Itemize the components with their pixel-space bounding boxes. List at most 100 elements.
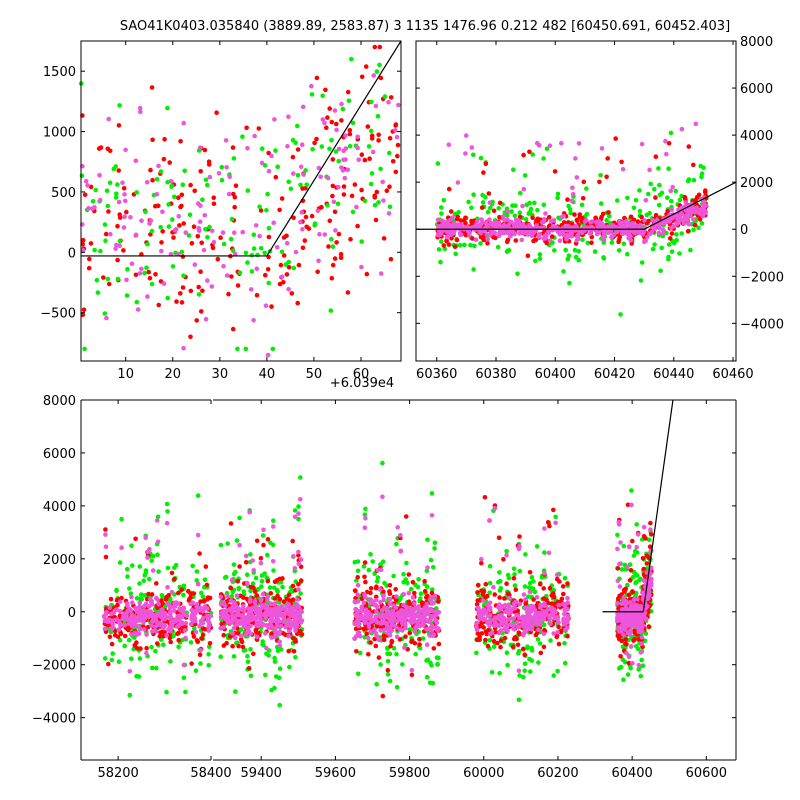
full-point-magenta bbox=[109, 611, 114, 616]
full-point-green bbox=[272, 685, 277, 691]
zoom-point-red bbox=[374, 189, 380, 195]
zoom-point-green bbox=[328, 308, 334, 313]
zoom-point-green bbox=[219, 164, 225, 170]
recent-point-red bbox=[491, 208, 497, 214]
zoom-point-green bbox=[240, 134, 245, 139]
full-point-magenta bbox=[221, 625, 226, 630]
zoom-point-magenta bbox=[254, 266, 260, 272]
full-point-magenta bbox=[428, 627, 433, 633]
full-point-green bbox=[435, 662, 440, 667]
full-point-red bbox=[106, 661, 111, 667]
zoom-point-green bbox=[266, 280, 272, 286]
full-point-magenta bbox=[634, 544, 639, 550]
full-point-green bbox=[124, 566, 130, 572]
full-point-red bbox=[403, 514, 409, 519]
full-point-magenta bbox=[394, 625, 399, 630]
full-point-red bbox=[265, 537, 271, 542]
full-point-magenta bbox=[137, 626, 143, 631]
recent-point-green bbox=[625, 195, 630, 201]
zoom-point-green bbox=[102, 222, 108, 227]
full-point-magenta bbox=[562, 622, 567, 627]
full-point-red bbox=[253, 627, 258, 633]
recent-model-line bbox=[416, 181, 737, 230]
full-point-magenta bbox=[379, 608, 385, 613]
full-point-green bbox=[497, 578, 503, 584]
full-point-red bbox=[134, 640, 139, 645]
full-point-green bbox=[190, 563, 195, 569]
full-point-magenta bbox=[504, 552, 509, 558]
full-point-green bbox=[551, 673, 556, 678]
zoom-point-red bbox=[167, 160, 172, 165]
full-point-magenta bbox=[156, 602, 161, 607]
zoom-point-red bbox=[229, 274, 234, 279]
zoom-point-red bbox=[349, 193, 355, 199]
full-point-red bbox=[496, 535, 502, 541]
zoom-point-green bbox=[200, 197, 205, 203]
recent-point-red bbox=[478, 234, 484, 240]
zoom-point-red bbox=[365, 124, 371, 129]
full-point-green bbox=[387, 678, 393, 684]
recent-point-green bbox=[523, 217, 529, 222]
recent-point-magenta bbox=[563, 225, 569, 230]
zoom-point-red bbox=[388, 256, 394, 262]
full-point-magenta bbox=[428, 606, 434, 612]
zoom-point-red bbox=[121, 248, 126, 253]
zoom-point-magenta bbox=[272, 117, 277, 122]
recent-point-green bbox=[633, 197, 639, 203]
zoom-point-magenta bbox=[172, 228, 178, 233]
full-point-magenta bbox=[532, 618, 538, 623]
zoom-point-red bbox=[327, 106, 333, 111]
zoom-point-magenta bbox=[378, 271, 384, 276]
full-point-red bbox=[425, 593, 430, 599]
full-point-green bbox=[363, 506, 368, 512]
zoom-point-red bbox=[338, 255, 344, 260]
full-point-magenta bbox=[104, 610, 109, 615]
zoom-point-magenta bbox=[201, 247, 207, 253]
full-point-green bbox=[416, 577, 421, 582]
zoom-point-magenta bbox=[301, 172, 306, 177]
full-point-magenta bbox=[366, 616, 372, 621]
full-point-magenta bbox=[505, 617, 511, 622]
recent-point-magenta bbox=[609, 234, 614, 240]
recent-point-magenta bbox=[551, 218, 557, 223]
full-point-green bbox=[245, 659, 251, 665]
recent-point-green bbox=[541, 202, 547, 208]
full-point-red bbox=[281, 599, 287, 604]
full-point-green bbox=[643, 631, 649, 636]
full-point-magenta bbox=[621, 594, 627, 600]
full-point-red bbox=[479, 560, 484, 566]
full-point-magenta bbox=[188, 621, 194, 627]
zoom-point-magenta bbox=[113, 246, 118, 251]
zoom-point-magenta bbox=[320, 117, 326, 122]
zoom-point-red bbox=[200, 288, 205, 294]
full-point-green bbox=[637, 577, 642, 583]
zoom-point-green bbox=[182, 168, 187, 174]
full-point-green bbox=[202, 577, 208, 582]
full-point-green bbox=[562, 575, 568, 581]
full-point-magenta bbox=[149, 623, 154, 628]
zoom-point-green bbox=[291, 265, 297, 271]
full-point-green bbox=[529, 586, 535, 591]
full-point-red bbox=[630, 589, 635, 594]
full-point-magenta bbox=[529, 627, 535, 632]
recent-point-magenta bbox=[570, 185, 575, 191]
zoom-point-red bbox=[377, 44, 383, 50]
zoom-point-red bbox=[387, 135, 393, 141]
full-point-red bbox=[644, 561, 650, 566]
full-point-magenta bbox=[623, 598, 629, 604]
recent-point-green bbox=[555, 195, 560, 201]
full-point-magenta bbox=[363, 619, 368, 624]
recent-point-green bbox=[657, 182, 662, 188]
recent-point-red bbox=[589, 240, 594, 245]
zoom-point-red bbox=[345, 290, 351, 295]
zoom-point-magenta bbox=[181, 120, 186, 126]
zoom-point-green bbox=[92, 247, 97, 253]
full-point-magenta bbox=[521, 592, 527, 597]
full-point-green bbox=[522, 668, 527, 673]
zoom-point-magenta bbox=[263, 303, 269, 309]
full-point-red bbox=[409, 672, 415, 678]
full-point-magenta bbox=[198, 647, 203, 653]
full-point-green bbox=[207, 644, 212, 650]
full-point-magenta bbox=[394, 634, 400, 640]
zoom-point-magenta bbox=[221, 263, 226, 269]
